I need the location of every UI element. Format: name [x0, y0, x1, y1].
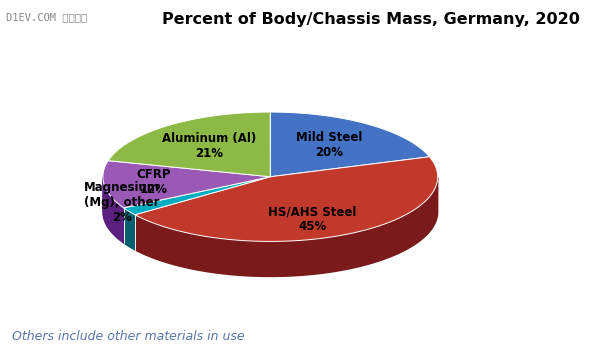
- Text: CFRP
12%: CFRP 12%: [137, 168, 171, 196]
- Polygon shape: [135, 157, 437, 242]
- Ellipse shape: [103, 147, 437, 276]
- Text: HS/AHS Steel
45%: HS/AHS Steel 45%: [268, 205, 356, 233]
- Polygon shape: [124, 177, 270, 215]
- Polygon shape: [103, 161, 270, 208]
- Polygon shape: [270, 112, 430, 177]
- Polygon shape: [103, 177, 124, 243]
- Polygon shape: [108, 112, 270, 177]
- Text: D1EV.COM 第一电动: D1EV.COM 第一电动: [6, 12, 87, 22]
- Text: Mild Steel
20%: Mild Steel 20%: [296, 131, 362, 159]
- Text: Magnesium
(Mg), other
2%: Magnesium (Mg), other 2%: [84, 181, 160, 224]
- Text: Percent of Body/Chassis Mass, Germany, 2020: Percent of Body/Chassis Mass, Germany, 2…: [162, 12, 580, 27]
- Polygon shape: [124, 208, 135, 250]
- Polygon shape: [135, 177, 437, 276]
- Text: Others include other materials in use: Others include other materials in use: [12, 330, 245, 343]
- Text: Aluminum (Al)
21%: Aluminum (Al) 21%: [161, 132, 256, 160]
